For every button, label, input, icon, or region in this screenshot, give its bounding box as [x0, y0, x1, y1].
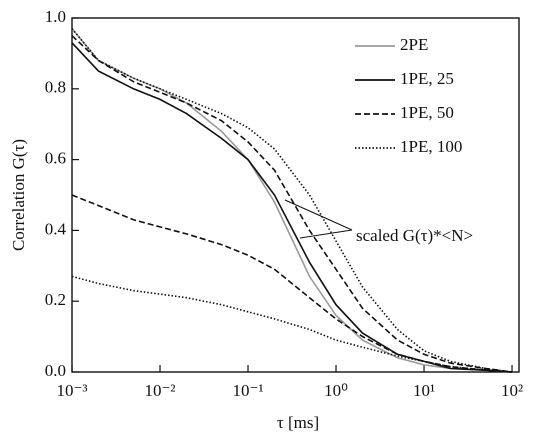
x-axis-label: τ [ms]: [277, 413, 319, 432]
series-line: [71, 42, 513, 373]
legend-label: 1PE, 100: [400, 137, 462, 156]
scaled-line: [71, 35, 513, 373]
x-tick-label: 10⁻²: [144, 381, 175, 400]
scaled-line: [71, 28, 513, 373]
annotation-arrows: [284, 199, 353, 239]
x-tick-label: 10²: [501, 381, 523, 400]
annotation: scaled G(τ)*<N>: [356, 226, 473, 245]
x-tick-label: 10¹: [413, 381, 435, 400]
y-tick-label: 0.4: [45, 219, 67, 238]
y-axis-label: Correlation G(τ): [9, 139, 28, 251]
legend-label: 2PE: [400, 35, 428, 54]
series-line: [71, 275, 513, 373]
legend-label: 1PE, 50: [400, 103, 454, 122]
y-tick-label: 1.0: [45, 7, 66, 26]
y-tick-label: 0.8: [45, 78, 66, 97]
series-line: [71, 194, 513, 373]
y-tick-label: 0.2: [45, 290, 66, 309]
legend-label: 1PE, 25: [400, 69, 454, 88]
x-tick-label: 10⁻¹: [232, 381, 263, 400]
x-tick-label: 10⁰: [324, 381, 348, 400]
y-tick-label: 0.6: [45, 149, 66, 168]
y-tick-label: 0.0: [45, 361, 66, 380]
x-tick-label: 10⁻³: [56, 381, 87, 400]
